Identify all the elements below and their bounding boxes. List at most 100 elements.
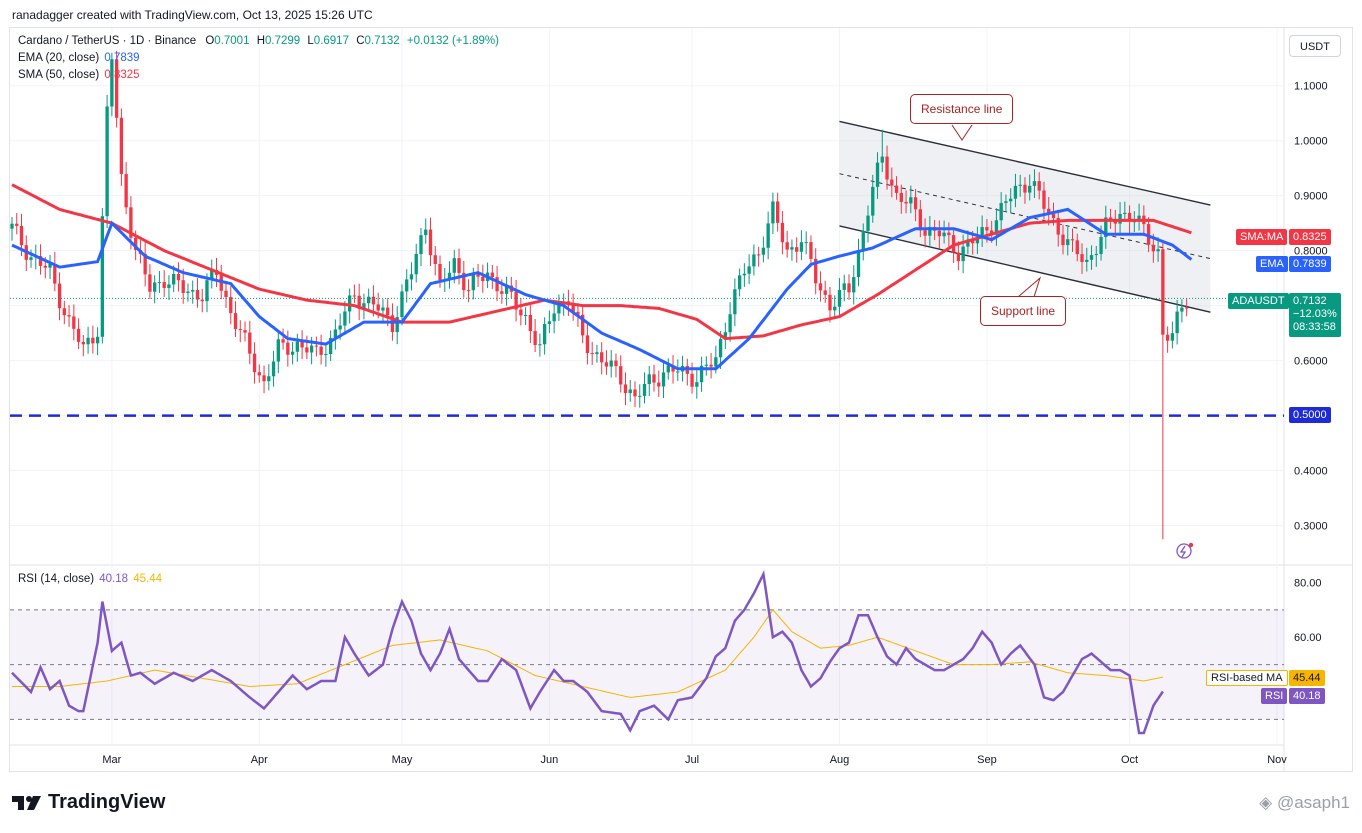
high-label: H — [256, 35, 265, 47]
candle-body — [504, 285, 509, 294]
candle-body — [676, 371, 680, 373]
candle-body — [818, 283, 823, 291]
candle-body — [880, 156, 884, 163]
candle-body — [238, 329, 242, 331]
candle-body — [514, 291, 518, 310]
rsi-legend-value: 40.18 — [99, 573, 129, 585]
candle-body — [947, 232, 951, 236]
candle-body — [395, 317, 399, 333]
sma-legend[interactable]: SMA (50, close) 0.8325 — [18, 69, 140, 81]
candle-body — [67, 315, 71, 317]
candle-body — [62, 308, 66, 316]
candle-body — [652, 374, 656, 383]
candle-body — [186, 291, 190, 293]
candle-body — [309, 345, 314, 353]
lightning-icon — [1179, 545, 1187, 558]
candle-body — [1099, 236, 1103, 254]
candle-body — [172, 273, 176, 285]
candle-body — [347, 295, 352, 312]
candle-body — [619, 366, 623, 385]
ema-legend-value: 0.7839 — [104, 52, 140, 64]
candle-body — [856, 250, 861, 278]
symbol-name[interactable]: Cardano / TetherUS · 1D · Binance — [18, 35, 197, 47]
candle-body — [1066, 239, 1070, 246]
candle-body — [913, 197, 918, 210]
support-callout[interactable]: Support line — [980, 296, 1067, 326]
ema-axis-tag: EMA — [1256, 256, 1288, 272]
candle-body — [937, 230, 942, 237]
candle-body — [633, 389, 637, 397]
candle-body — [191, 290, 195, 292]
candle-body — [1075, 240, 1079, 255]
support-line — [839, 225, 1211, 313]
candle-body — [723, 332, 728, 339]
candle-body — [390, 315, 395, 333]
candle-body — [885, 156, 889, 180]
candle-body — [462, 272, 466, 291]
candle-body — [799, 242, 804, 252]
candle-body — [267, 376, 271, 382]
candle-body — [205, 280, 209, 302]
candle-body — [1051, 213, 1056, 219]
candle-body — [409, 274, 414, 280]
candle-body — [48, 263, 52, 268]
candle-body — [1013, 185, 1018, 199]
candle-body — [661, 372, 666, 387]
candle-body — [314, 345, 319, 347]
candle-body — [519, 309, 523, 316]
candle-body — [105, 106, 109, 217]
candle-body — [542, 323, 547, 345]
candle-body — [76, 328, 81, 342]
candle-body — [614, 360, 618, 367]
candle-body — [129, 207, 133, 238]
candle-body — [457, 258, 461, 273]
sma-tag-label: SMA:MA — [1240, 231, 1284, 243]
candle-body — [585, 335, 590, 354]
candle-body — [10, 223, 14, 229]
currency-button[interactable]: USDT — [1289, 35, 1341, 57]
candle-body — [352, 295, 357, 297]
tradingview-brand[interactable]: TradingView — [12, 791, 165, 814]
price-tick-label: 0.8000 — [1294, 246, 1328, 258]
price-tick-label: 1.1000 — [1294, 81, 1328, 93]
candle-body — [72, 316, 76, 329]
ema-legend[interactable]: EMA (20, close) 0.7839 — [18, 52, 140, 64]
candle-body — [699, 365, 704, 383]
candle-body — [248, 332, 252, 354]
watermark-text: @asaph1 — [1276, 793, 1350, 812]
symbol-legend: Cardano / TetherUS · 1D · Binance O0.700… — [18, 35, 499, 47]
candle-body — [899, 192, 903, 202]
candle-body — [157, 282, 162, 284]
candle-body — [29, 257, 33, 260]
rsi-legend[interactable]: RSI (14, close) 40.18 45.44 — [18, 573, 162, 585]
candle-body — [557, 304, 561, 314]
channel-fill — [839, 121, 1211, 313]
resistance-callout[interactable]: Resistance line — [910, 94, 1014, 124]
candle-body — [233, 313, 238, 330]
candle-body — [828, 294, 832, 311]
price-tick-label: 0.3000 — [1294, 521, 1328, 533]
candle-body — [790, 247, 794, 250]
candle-body — [262, 375, 266, 382]
low-value: 0.6917 — [313, 35, 349, 47]
candle-body — [466, 290, 471, 292]
candle-body — [552, 313, 556, 322]
rsi-ma-axis-tag: RSI-based MA — [1206, 670, 1288, 686]
price-tick-label: 0.4000 — [1294, 466, 1328, 478]
brand-name: TradingView — [48, 791, 166, 813]
candle-body — [528, 314, 533, 332]
candle-body — [728, 314, 732, 333]
candle-body — [1023, 184, 1027, 193]
candle-body — [842, 283, 846, 290]
candle-body — [1175, 311, 1179, 334]
candle-body — [210, 270, 214, 281]
time-tick-label: Apr — [251, 754, 268, 766]
candle-body — [495, 277, 499, 292]
rsi-tick-label: 80.00 — [1294, 577, 1322, 589]
bar-countdown: 08:33:58 — [1293, 321, 1336, 333]
sma-axis-tag: SMA:MA — [1236, 229, 1288, 245]
candle-body — [419, 235, 423, 254]
candle-body — [970, 239, 975, 244]
candle-body — [1004, 201, 1008, 203]
